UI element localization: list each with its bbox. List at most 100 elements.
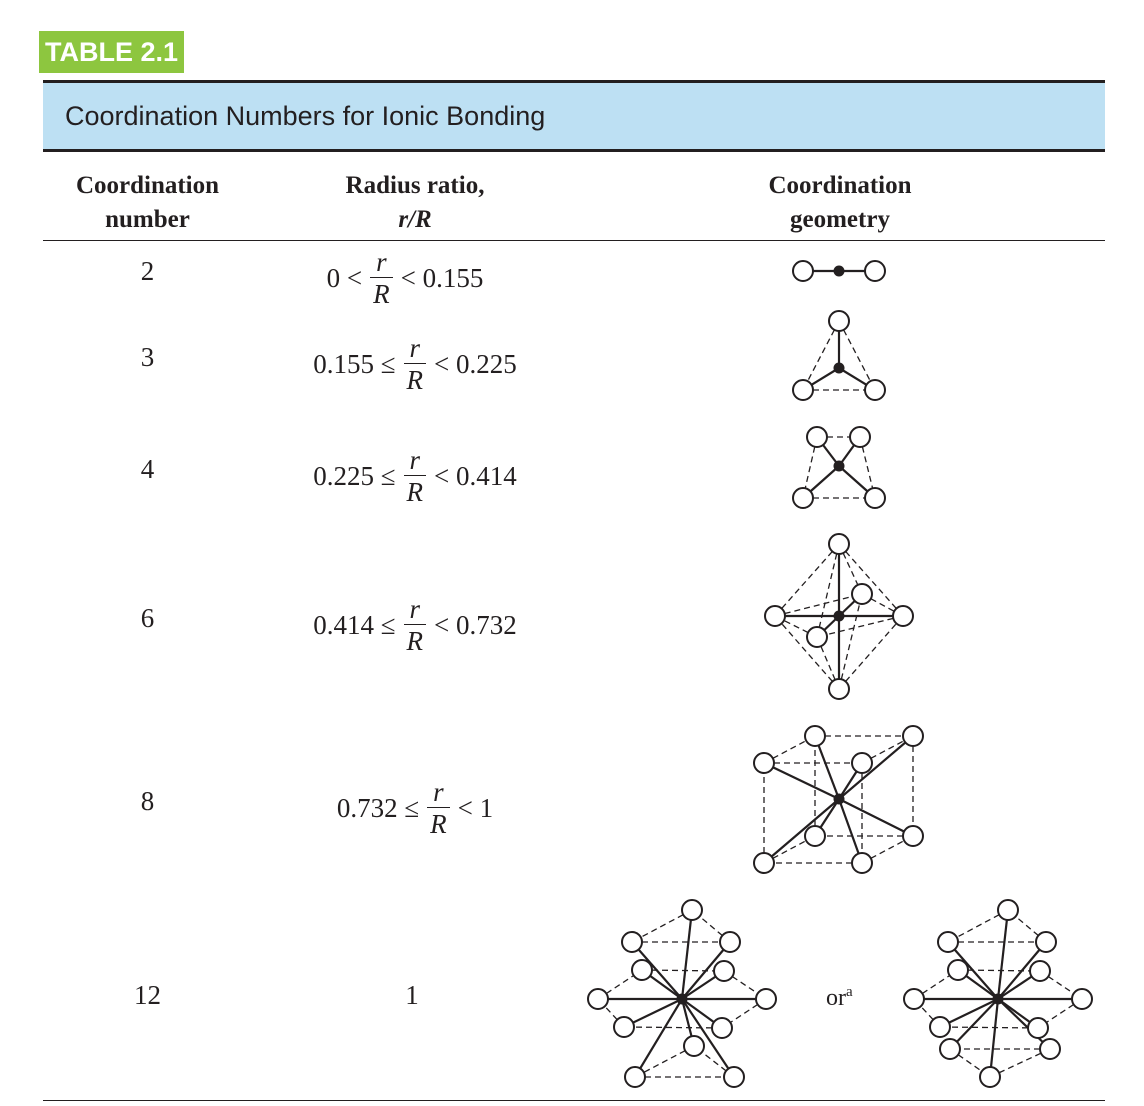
- cation-dot: [676, 993, 688, 1005]
- dashed-edge: [861, 593, 904, 617]
- cn-value: 12: [134, 980, 161, 1010]
- header-coordination-geometry: Coordination geometry: [730, 169, 950, 237]
- bond-line: [813, 735, 841, 800]
- dashed-edge: [838, 593, 863, 690]
- anion-circle: [587, 988, 609, 1010]
- header-coordination-number: Coordination number: [55, 169, 240, 237]
- bond-line: [681, 941, 731, 1000]
- ratio-upper: < 0.225: [434, 348, 517, 379]
- ratio-upper: < 0.732: [434, 609, 517, 640]
- cation-dot: [833, 460, 845, 472]
- bond-line: [988, 998, 1000, 1078]
- ratio-upper: < 0.414: [434, 460, 517, 491]
- anion-circle: [804, 725, 826, 747]
- anion-circle: [613, 1016, 635, 1038]
- anion-circle: [764, 605, 786, 627]
- dashed-edge: [957, 969, 1041, 972]
- header-radius-ratio: Radius ratio, r/R: [300, 169, 530, 237]
- anion-circle: [849, 426, 871, 448]
- header-ratio-line2: r/R: [398, 206, 432, 233]
- dashed-edge: [774, 615, 818, 638]
- bond-line: [681, 998, 735, 1078]
- dashed-edge: [838, 543, 904, 617]
- anion-circle: [713, 960, 735, 982]
- bond-line: [949, 998, 999, 1050]
- title-band: Coordination Numbers for Ionic Bonding: [43, 80, 1105, 152]
- dashed-edge: [816, 543, 840, 638]
- cation-dot: [833, 793, 845, 805]
- anion-circle: [903, 988, 925, 1010]
- header-geo-line2: geometry: [790, 206, 890, 233]
- anion-circle: [851, 583, 873, 605]
- table-label: TABLE 2.1: [39, 31, 185, 73]
- dashed-edge: [838, 615, 904, 690]
- anion-circle: [1029, 960, 1051, 982]
- anion-circle: [631, 959, 653, 981]
- anion-circle: [902, 725, 924, 747]
- anion-circle: [719, 931, 741, 953]
- ratio-lower: 0.414 ≤: [313, 609, 396, 640]
- dashed-edge: [641, 969, 725, 972]
- dashed-edge: [838, 320, 876, 391]
- anion-circle: [753, 752, 775, 774]
- bottom-rule: [43, 1100, 1105, 1101]
- cn-value: 4: [140, 454, 155, 484]
- ratio-lower: 0.155 ≤: [313, 348, 396, 379]
- anion-circle: [864, 379, 886, 401]
- bond-line: [837, 798, 864, 864]
- anion-circle: [621, 931, 643, 953]
- header-cn-line2: number: [105, 206, 190, 233]
- bond-line: [997, 998, 1051, 1050]
- bond-line: [763, 798, 840, 864]
- anion-circle: [755, 988, 777, 1010]
- octahedral-geometry-diagram: [764, 533, 914, 700]
- tetrahedral-geometry-diagram: [792, 426, 886, 509]
- anion-circle: [939, 1038, 961, 1060]
- bond-line: [680, 909, 694, 1000]
- anion-circle: [792, 379, 814, 401]
- radius-ratio-value: 1: [405, 980, 419, 1010]
- ratio-lower: 0 <: [326, 262, 363, 293]
- bond-line: [763, 762, 840, 800]
- cation-dot: [833, 610, 845, 622]
- or-note: ora: [826, 984, 853, 1011]
- bond-line: [838, 735, 914, 800]
- anion-circle: [864, 260, 886, 282]
- cation-dot: [833, 265, 845, 277]
- cubic-geometry-diagram: [753, 725, 924, 874]
- anion-circle: [864, 487, 886, 509]
- bond-line: [947, 941, 999, 1000]
- anion-circle: [683, 1035, 705, 1057]
- hcp-geometry-diagram: [903, 899, 1093, 1088]
- ratio-upper: < 0.155: [400, 262, 484, 293]
- cn-value: 8: [140, 786, 155, 816]
- dashed-edge: [631, 909, 693, 943]
- dashed-edge: [802, 320, 840, 391]
- bond-line: [996, 909, 1010, 1000]
- ratio-upper: < 1: [457, 792, 494, 823]
- dashed-edge: [774, 543, 840, 617]
- cn-value: 6: [140, 603, 155, 633]
- dashed-edge: [947, 909, 1009, 943]
- cation-dot: [992, 993, 1004, 1005]
- anion-circle: [1035, 931, 1057, 953]
- anion-circle: [929, 1016, 951, 1038]
- anion-circle: [711, 1017, 733, 1039]
- anion-circle: [1027, 1017, 1049, 1039]
- header-cn-line1: Coordination: [75, 172, 220, 199]
- table-title: Coordination Numbers for Ionic Bonding: [65, 101, 546, 131]
- anion-circle: [804, 825, 826, 847]
- anion-circle: [997, 899, 1019, 921]
- dashed-edge: [816, 615, 904, 638]
- anion-circle: [828, 678, 850, 700]
